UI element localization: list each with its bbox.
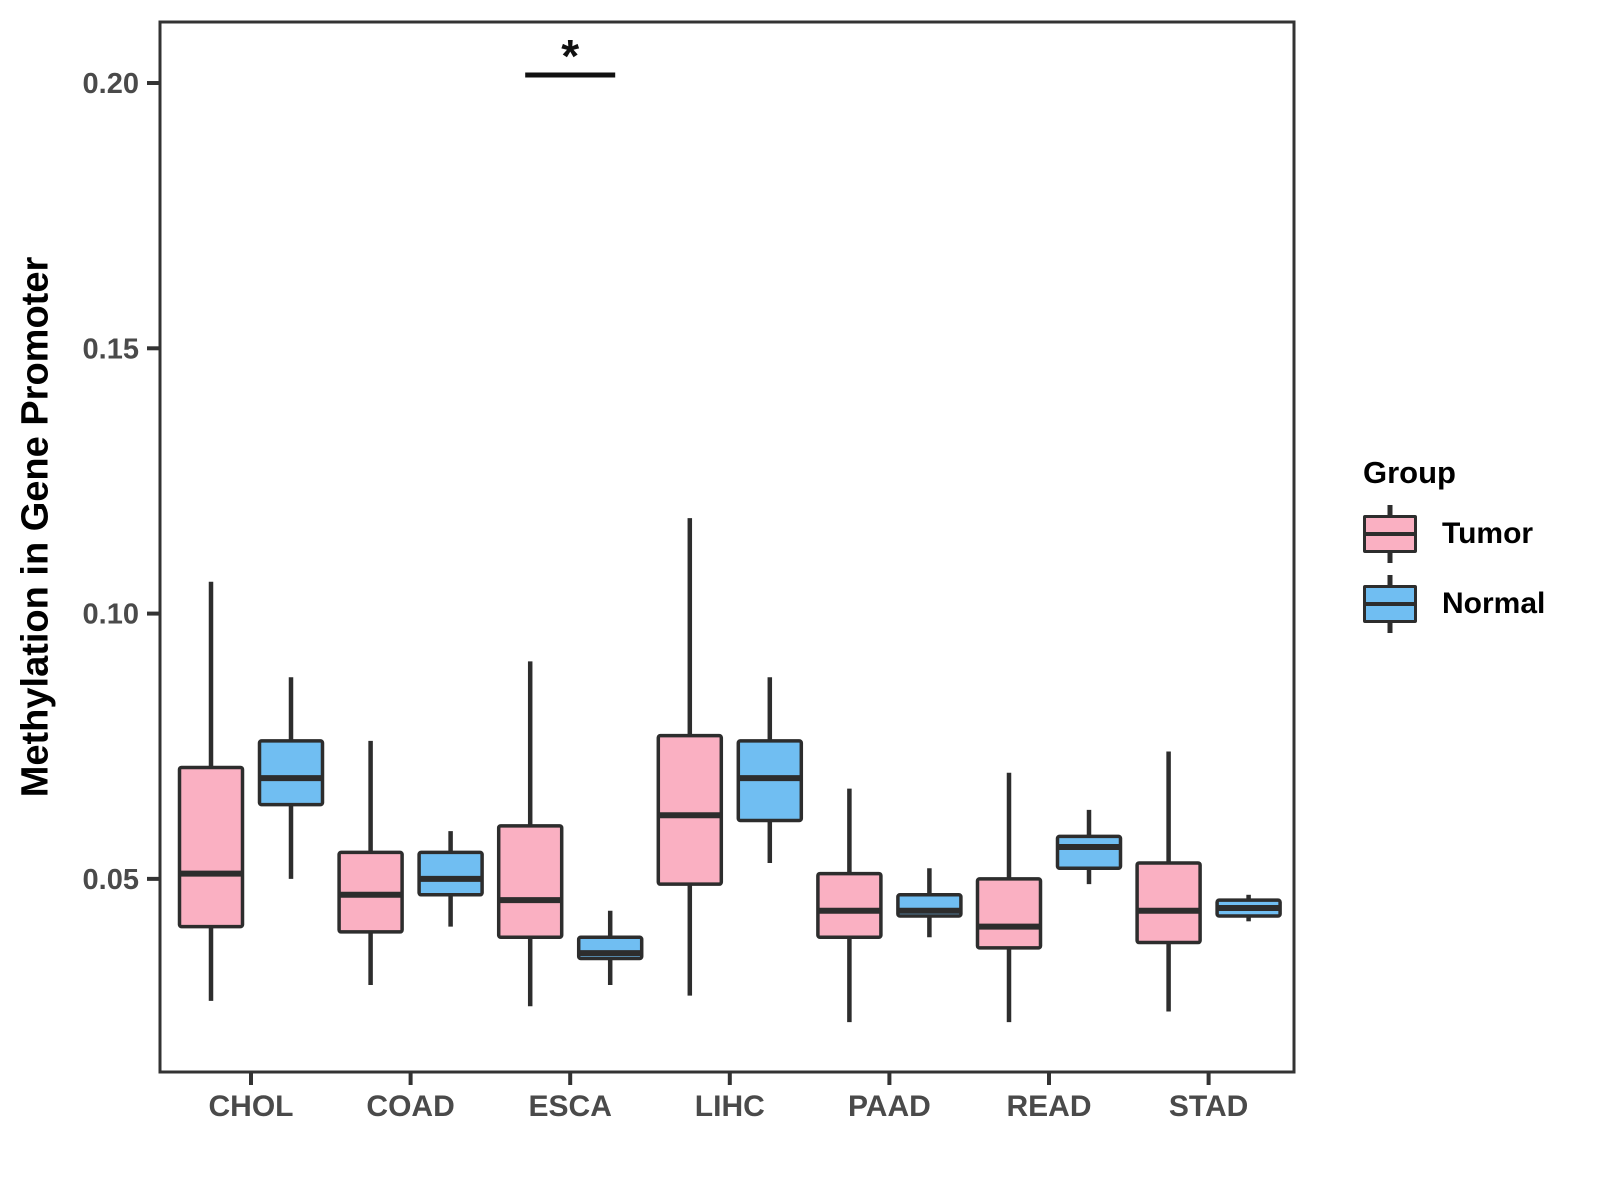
y-tick-label-0.15: 0.15 bbox=[83, 333, 139, 365]
box-READ-Normal bbox=[1055, 834, 1123, 871]
box-CHOL-Tumor bbox=[177, 765, 245, 929]
x-tick-label-STAD: STAD bbox=[1169, 1090, 1248, 1123]
y-tick-label-0.20: 0.20 bbox=[83, 68, 139, 100]
box-READ-Tumor bbox=[975, 877, 1043, 950]
y-axis-title: Methylation in Gene Promoter bbox=[14, 256, 57, 798]
legend-label-tumor: Tumor bbox=[1442, 517, 1534, 550]
box-PAAD-Tumor bbox=[816, 871, 883, 939]
box-COAD-Normal bbox=[417, 850, 484, 897]
panel-border bbox=[158, 20, 1296, 1074]
key-box-tumor bbox=[1363, 515, 1417, 553]
significance-asterisk: * bbox=[561, 30, 579, 82]
box-LIHC-Tumor bbox=[656, 733, 724, 886]
x-tick-label-CHOL: CHOL bbox=[209, 1090, 294, 1123]
box-CHOL-Normal bbox=[257, 739, 325, 807]
x-tick-label-READ: READ bbox=[1006, 1090, 1091, 1123]
x-tick-label-COAD: COAD bbox=[366, 1090, 454, 1123]
x-tick-label-LIHC: LIHC bbox=[695, 1090, 765, 1123]
box-STAD-Tumor bbox=[1135, 861, 1202, 945]
legend-label-normal: Normal bbox=[1442, 587, 1546, 620]
legend-item-tumor: Tumor bbox=[1363, 505, 1545, 563]
x-tick-label-PAAD: PAAD bbox=[848, 1090, 931, 1123]
y-tick-label-0.05: 0.05 bbox=[83, 864, 139, 896]
legend-title: Group bbox=[1363, 455, 1456, 490]
box-ESCA-Tumor bbox=[496, 824, 564, 939]
key-median-line bbox=[1366, 602, 1414, 606]
legend: Group Tumor Normal bbox=[1363, 455, 1545, 633]
legend-item-normal: Normal bbox=[1363, 575, 1545, 633]
key-box-normal bbox=[1363, 585, 1417, 623]
x-tick-label-ESCA: ESCA bbox=[529, 1090, 612, 1123]
tumor-boxplot-key-icon bbox=[1363, 505, 1417, 563]
y-tick-label-0.10: 0.10 bbox=[83, 599, 139, 631]
key-median-line bbox=[1366, 532, 1414, 536]
normal-boxplot-key-icon bbox=[1363, 575, 1417, 633]
